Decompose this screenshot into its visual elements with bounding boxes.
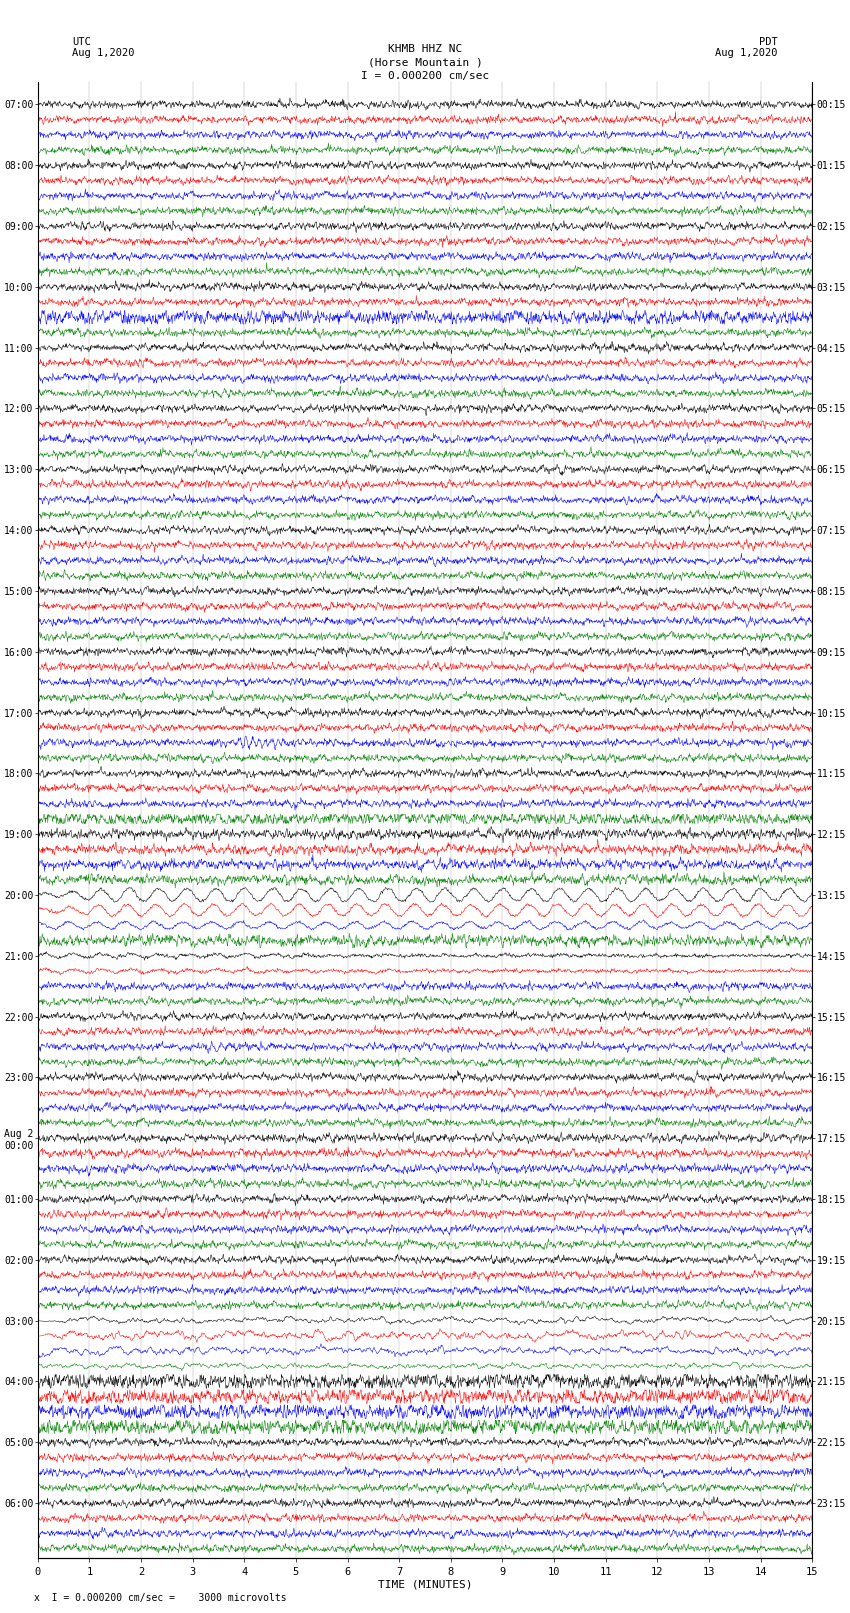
Text: Aug 1,2020: Aug 1,2020 bbox=[72, 48, 135, 58]
Text: x  I = 0.000200 cm/sec =    3000 microvolts: x I = 0.000200 cm/sec = 3000 microvolts bbox=[34, 1594, 286, 1603]
X-axis label: TIME (MINUTES): TIME (MINUTES) bbox=[377, 1579, 473, 1589]
Text: PDT: PDT bbox=[759, 37, 778, 47]
Text: Aug 1,2020: Aug 1,2020 bbox=[715, 48, 778, 58]
Title: KHMB HHZ NC
(Horse Mountain )
I = 0.000200 cm/sec: KHMB HHZ NC (Horse Mountain ) I = 0.0002… bbox=[361, 45, 489, 81]
Text: UTC: UTC bbox=[72, 37, 91, 47]
